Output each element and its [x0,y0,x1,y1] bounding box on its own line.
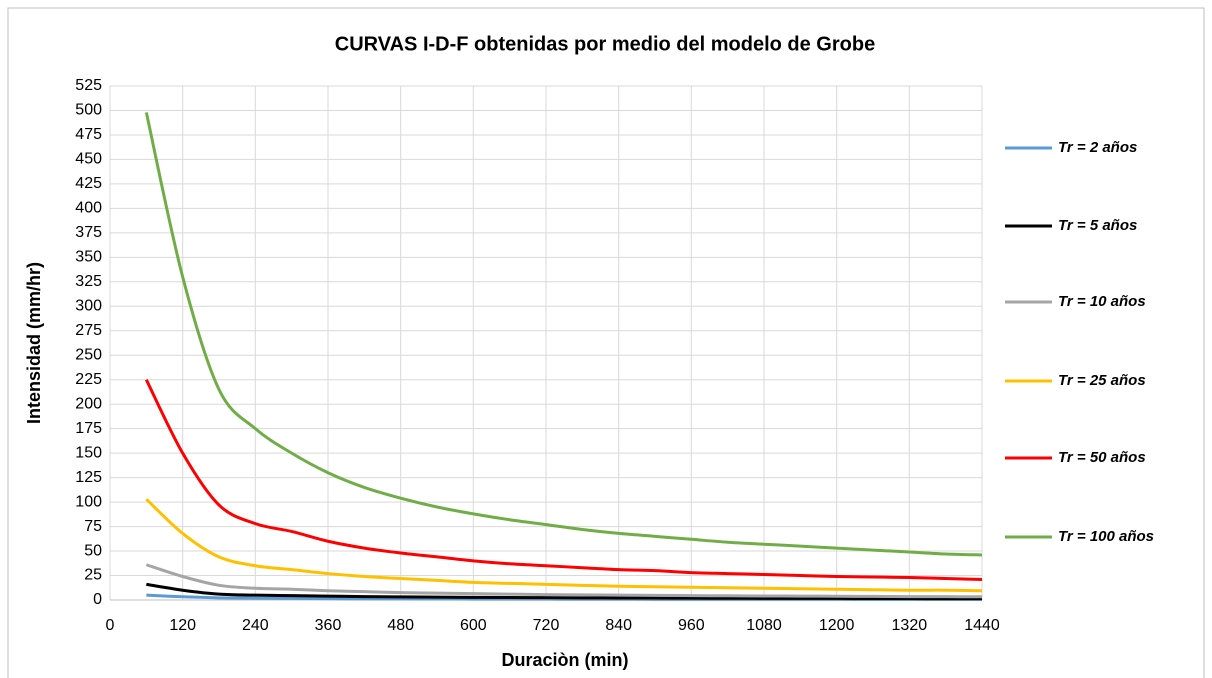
x-tick-label: 960 [678,617,705,634]
y-tick-label: 100 [75,493,102,510]
x-tick-label: 360 [315,617,342,634]
y-tick-label: 400 [75,200,102,217]
y-tick-label: 125 [75,469,102,486]
series-line [145,498,983,593]
series-line [144,379,983,581]
y-tick-label: 500 [75,102,102,119]
x-tick-label: 1200 [819,617,855,634]
legend-label: Tr = 25 años [1058,372,1146,389]
y-tick-label: 350 [75,249,102,266]
y-tick-label: 525 [75,77,102,94]
chart-title: CURVAS I-D-F obtenidas por medio del mod… [335,33,875,55]
legend-label: Tr = 100 años [1058,528,1154,545]
y-tick-label: 150 [75,444,102,461]
y-tick-label: 450 [75,151,102,168]
x-tick-label: 600 [460,617,487,634]
series-line [144,112,983,557]
y-tick-label: 200 [75,395,102,412]
x-tick-label: 1440 [964,617,1000,634]
y-tick-label: 175 [75,420,102,437]
x-tick-label: 720 [533,617,560,634]
y-tick-label: 275 [75,322,102,339]
y-tick-label: 225 [75,371,102,388]
y-tick-label: 375 [75,224,102,241]
y-tick-label: 75 [84,518,102,535]
y-tick-label: 325 [75,273,102,290]
x-tick-label: 0 [106,617,115,634]
x-tick-label: 1320 [892,617,928,634]
y-tick-label: 25 [84,567,102,584]
y-tick-label: 250 [75,346,102,363]
x-tick-label: 240 [242,617,269,634]
y-tick-label: 475 [75,126,102,143]
x-tick-label: 120 [169,617,196,634]
x-tick-label: 1080 [746,617,782,634]
y-axis-label: Intensidad (mm/hr) [24,262,44,424]
legend-label: Tr = 2 años [1058,139,1137,156]
series-line [145,563,983,599]
x-tick-label: 840 [605,617,632,634]
y-tick-label: 425 [75,175,102,192]
x-axis-label: Duraciòn (min) [501,650,628,670]
y-tick-label: 300 [75,298,102,315]
chart-border [7,7,1205,678]
y-tick-label: 50 [84,542,102,559]
legend-label: Tr = 5 años [1058,217,1137,234]
legend-label: Tr = 10 años [1058,293,1146,310]
x-tick-label: 480 [387,617,414,634]
legend-label: Tr = 50 años [1058,449,1146,466]
series-line [146,582,983,601]
y-tick-label: 0 [93,591,102,608]
